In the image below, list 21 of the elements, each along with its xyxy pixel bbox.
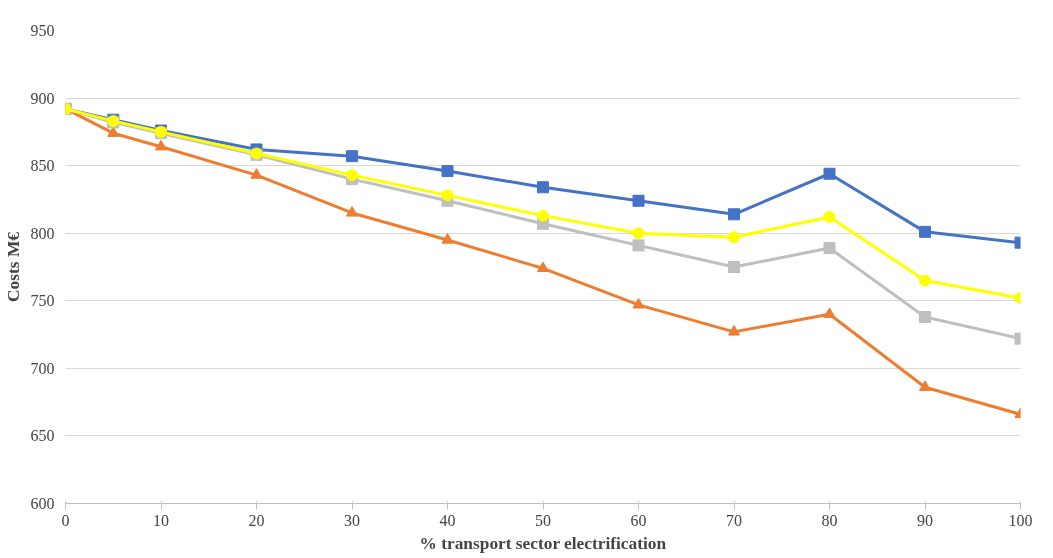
x-tick-label: 90: [917, 511, 933, 529]
x-tick-label: 50: [535, 511, 551, 529]
x-tick-label: 80: [821, 511, 838, 529]
y-tick-label: 750: [30, 292, 55, 310]
x-tick-label: 0: [61, 511, 70, 529]
y-tick-label: 700: [30, 359, 55, 377]
y-axis-title: Costs M€: [3, 231, 23, 302]
x-tick-label: 60: [630, 511, 647, 529]
x-tick-label: 30: [344, 511, 360, 529]
x-tick-label: 10: [153, 511, 169, 529]
x-tick-label: 40: [439, 511, 456, 529]
y-tick-label: 600: [30, 495, 55, 512]
y-tick-label: 650: [30, 427, 55, 445]
y-tick-label: 800: [30, 224, 55, 242]
y-tick-label: 950: [30, 22, 55, 39]
y-tick-label: 850: [30, 157, 55, 175]
y-tick-label: 900: [30, 89, 55, 107]
x-tick-label: 70: [726, 511, 742, 529]
x-axis-title: % transport sector electrification: [419, 533, 667, 553]
x-tick-label: 100: [1008, 511, 1033, 529]
x-tick-label: 20: [248, 511, 265, 529]
